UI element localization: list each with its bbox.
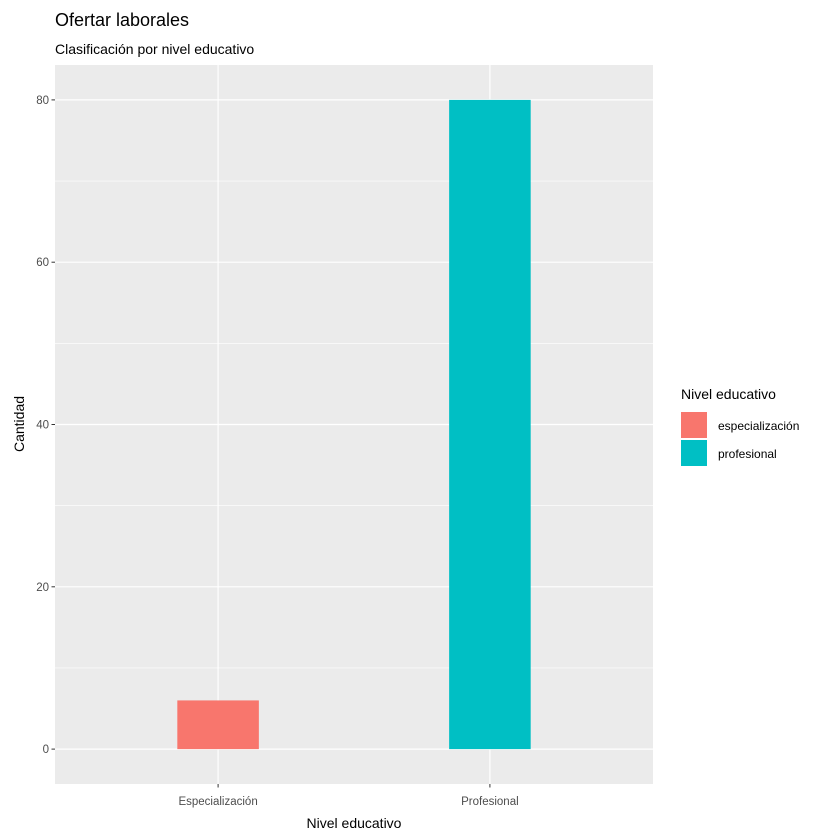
bars [177, 99, 531, 750]
x-tick-label: Profesional [461, 796, 519, 808]
y-tick-label: 0 [43, 744, 49, 756]
bar-profesional [449, 99, 531, 750]
chart-title: Ofertar laborales [55, 10, 189, 30]
legend-key-profesional [681, 440, 707, 466]
legend-title: Nivel educativo [681, 386, 776, 402]
y-axis-title: Cantidad [11, 396, 27, 452]
legend: Nivel educativo especialización profesion… [681, 386, 799, 466]
x-tick-label: Especialización [178, 796, 257, 808]
x-axis-title: Nivel educativo [307, 815, 402, 831]
y-tick-label: 20 [36, 582, 49, 594]
x-axis: Especialización Profesional [178, 784, 519, 808]
y-axis: 0 20 40 60 80 [36, 95, 55, 756]
y-tick-label: 60 [36, 257, 49, 269]
legend-label: especialización [718, 419, 799, 433]
legend-key-especialización [681, 412, 707, 438]
legend-label: profesional [718, 447, 777, 461]
chart-subtitle: Clasificación por nivel educativo [55, 41, 254, 57]
legend-entries: especialización profesional [681, 412, 799, 466]
y-tick-label: 40 [36, 420, 49, 432]
y-tick-label: 80 [36, 95, 49, 107]
bar-especialización [177, 700, 259, 750]
